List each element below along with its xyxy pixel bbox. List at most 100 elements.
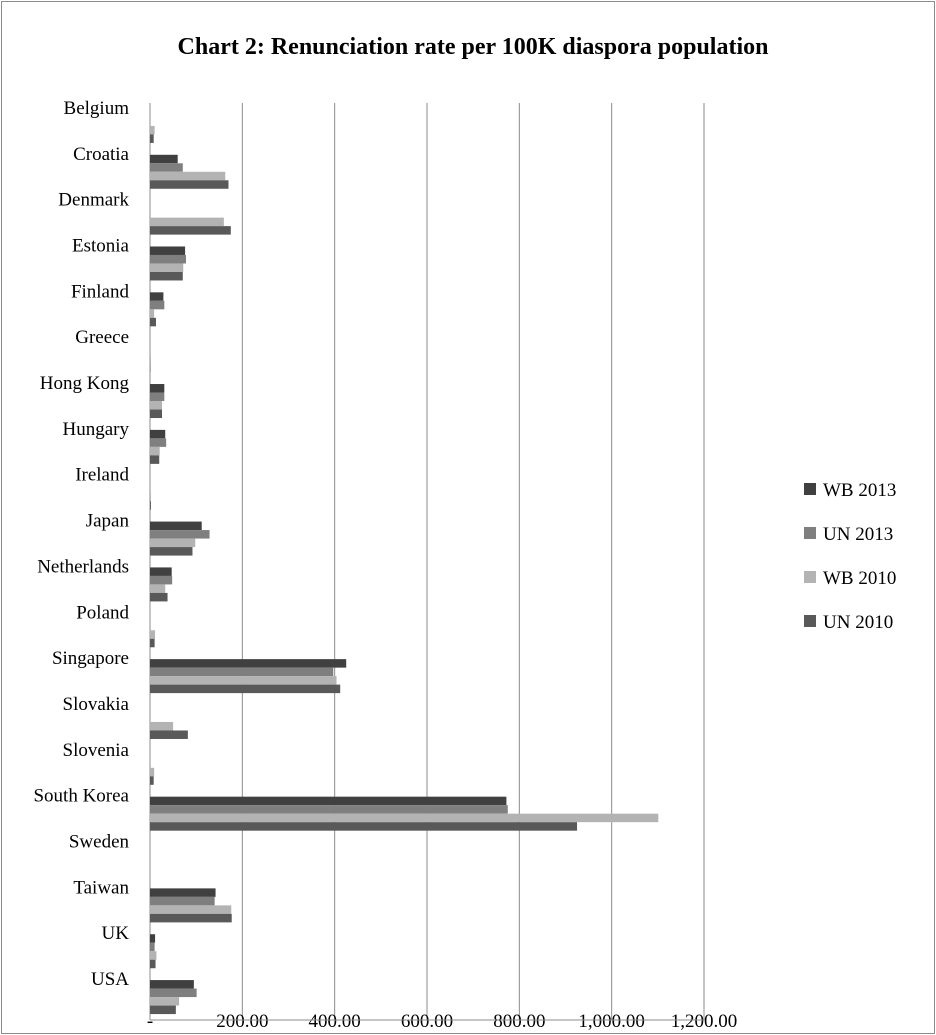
bar — [150, 409, 163, 419]
bar — [150, 959, 156, 969]
bar — [150, 246, 186, 255]
bar — [150, 521, 202, 531]
bar — [150, 455, 160, 464]
bar — [150, 163, 183, 172]
category-label: South Korea — [33, 786, 129, 807]
bar — [150, 767, 155, 777]
bar — [150, 180, 229, 189]
bar — [150, 913, 232, 923]
bar — [150, 154, 178, 164]
category-label: Estonia — [72, 235, 130, 256]
bar — [150, 988, 197, 998]
bar — [150, 796, 507, 806]
legend-label: WB 2013 — [823, 480, 896, 501]
bar — [150, 292, 164, 301]
category-label: USA — [91, 969, 129, 990]
bar — [150, 1005, 176, 1015]
legend-swatch — [804, 527, 816, 539]
bar — [150, 309, 155, 318]
bar — [150, 997, 180, 1006]
legend-label: UN 2010 — [823, 612, 893, 633]
x-tick-label: 600.00 — [401, 1011, 453, 1032]
category-label: Taiwan — [73, 877, 129, 898]
category-label: Denmark — [58, 190, 129, 211]
bar — [150, 667, 334, 677]
legend-label: WB 2010 — [823, 568, 896, 589]
bar — [150, 630, 156, 639]
bar — [150, 355, 151, 364]
bar — [150, 254, 187, 264]
bar — [150, 300, 165, 310]
bar — [150, 684, 341, 694]
legend-swatch — [804, 483, 816, 495]
bar — [150, 492, 151, 502]
bar — [150, 226, 231, 235]
bar — [150, 125, 155, 135]
category-label: Croatia — [73, 144, 129, 165]
bar — [150, 446, 160, 456]
category-label: Belgium — [64, 98, 130, 119]
bar — [150, 271, 183, 281]
bar — [150, 721, 174, 731]
x-tick-label: 1,000.00 — [578, 1011, 645, 1032]
bar — [150, 438, 167, 447]
legend-swatch — [804, 615, 816, 627]
bar — [150, 263, 184, 272]
legend-label: UN 2013 — [823, 524, 893, 545]
bar — [150, 584, 166, 593]
bar — [150, 934, 156, 943]
legend: WB 2013 UN 2013 WB 2010 UN 2010 — [804, 480, 896, 633]
bar — [150, 538, 196, 548]
bars — [150, 125, 659, 1015]
legend-swatch — [804, 571, 816, 583]
chart-title: Chart 2: Renunciation rate per 100K dias… — [178, 34, 769, 60]
bar — [150, 567, 172, 576]
category-label: Netherlands — [37, 556, 129, 577]
bar — [150, 134, 154, 143]
category-label: Finland — [71, 281, 130, 302]
bar — [150, 592, 168, 602]
bar — [150, 805, 508, 814]
bar — [150, 501, 151, 510]
bar — [150, 530, 210, 539]
x-tick-label: 400.00 — [309, 1011, 361, 1032]
bar — [150, 730, 188, 739]
bar — [150, 942, 155, 952]
bar — [150, 896, 215, 906]
bar — [150, 905, 232, 914]
bar — [150, 980, 194, 989]
x-tick-label: 800.00 — [493, 1011, 545, 1032]
category-label: Greece — [75, 327, 129, 348]
category-label: Slovakia — [63, 694, 130, 715]
x-tick-label: - — [147, 1011, 153, 1032]
bar — [150, 676, 337, 685]
bar — [150, 317, 157, 327]
bar — [150, 392, 165, 402]
bar — [150, 429, 166, 439]
bar — [150, 171, 226, 181]
bar — [150, 401, 163, 410]
bar — [150, 659, 347, 668]
category-label: Sweden — [69, 832, 130, 853]
category-label: Japan — [86, 511, 130, 532]
bar — [150, 547, 193, 556]
bar — [150, 951, 157, 960]
bar — [150, 888, 216, 897]
category-label: Hong Kong — [40, 373, 130, 394]
bar — [150, 813, 659, 823]
bar — [150, 384, 165, 393]
category-label: Slovenia — [63, 740, 130, 761]
x-tick-label: 200.00 — [216, 1011, 268, 1032]
bar — [150, 575, 173, 585]
x-tick-label: 1,200.00 — [671, 1011, 738, 1032]
category-label: Singapore — [52, 648, 129, 669]
bar — [150, 776, 154, 785]
category-label: Poland — [76, 602, 129, 623]
axes: - 200.00 400.00 600.00 800.00 1,000.00 1,200.0… — [33, 98, 737, 1032]
category-label: Ireland — [75, 465, 129, 486]
gridlines — [149, 103, 705, 1020]
category-label: Hungary — [63, 419, 130, 440]
bar — [150, 217, 224, 227]
bar — [150, 822, 578, 831]
